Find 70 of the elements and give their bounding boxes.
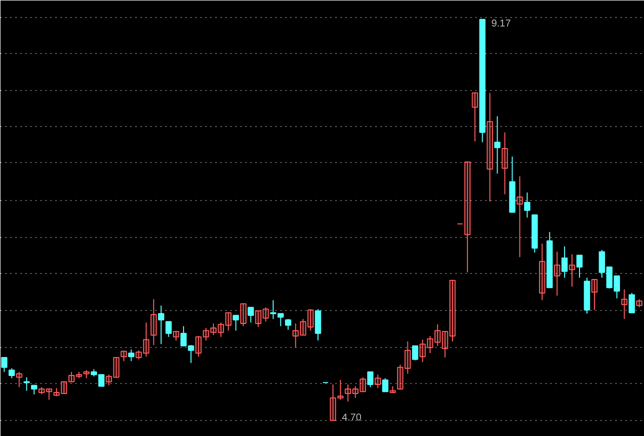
candlestick <box>397 364 404 390</box>
candlestick <box>46 388 52 400</box>
candlestick <box>419 339 426 363</box>
candlestick <box>172 331 180 342</box>
candlestick <box>561 246 568 278</box>
candlestick <box>516 176 523 258</box>
candlestick <box>442 331 448 358</box>
candlestick <box>434 324 441 346</box>
candlestick <box>240 303 246 327</box>
candlestick <box>314 308 322 342</box>
candlestick <box>8 368 15 379</box>
candlestick <box>344 384 352 402</box>
candlestick <box>16 371 22 388</box>
candlestick <box>255 310 262 328</box>
candlestick <box>202 327 210 342</box>
candlestick <box>382 378 388 392</box>
candlestick <box>367 371 374 388</box>
candlestick <box>390 386 396 394</box>
candlestick <box>576 254 583 278</box>
candlestick <box>232 314 239 332</box>
candlestick <box>262 306 269 322</box>
candlestick <box>76 371 82 379</box>
candlestick <box>150 298 157 346</box>
candlestick <box>120 350 127 362</box>
candlestick <box>165 321 172 338</box>
candlestick <box>60 381 68 394</box>
candlestick <box>449 280 456 342</box>
candlestick <box>128 348 134 362</box>
candlestick <box>412 345 418 361</box>
candlestick <box>502 132 508 195</box>
candlestick <box>628 292 635 314</box>
candlestick <box>68 371 75 382</box>
candlestick <box>426 336 434 354</box>
candlestick <box>554 251 560 296</box>
candlestick <box>195 336 202 358</box>
candlestick <box>158 305 164 345</box>
annotation: 9.17 <box>491 18 512 30</box>
candlestick <box>1 357 8 372</box>
candlestick <box>292 322 299 348</box>
candlestick <box>360 376 366 392</box>
candlestick <box>307 308 314 332</box>
candlestick <box>300 318 306 336</box>
candlestick <box>404 340 411 374</box>
candlestick <box>591 279 598 311</box>
candlestick <box>136 350 142 360</box>
candlestick <box>285 318 292 330</box>
candlestick <box>337 379 344 400</box>
candlestick <box>38 386 45 395</box>
candlestick <box>248 306 254 324</box>
candlestick <box>143 322 150 358</box>
candlestick <box>113 357 120 378</box>
candlestick <box>494 116 500 174</box>
candlestick <box>539 243 546 301</box>
candlestick <box>524 192 530 218</box>
candlestick <box>568 254 576 288</box>
annotation: 4.70 <box>342 412 362 424</box>
candlestick <box>83 370 90 379</box>
candlestick <box>621 288 628 320</box>
candlestick <box>472 92 478 142</box>
candlestick <box>636 298 642 308</box>
candlestick <box>106 374 112 386</box>
candlestick <box>486 92 493 202</box>
candlestick <box>53 388 60 397</box>
candlestick <box>352 386 358 398</box>
candlestick <box>374 374 381 389</box>
candlestick <box>218 322 224 338</box>
candlestick <box>210 322 217 336</box>
candlestick <box>464 161 471 273</box>
candlestick <box>225 312 232 332</box>
candlestick <box>330 384 336 421</box>
